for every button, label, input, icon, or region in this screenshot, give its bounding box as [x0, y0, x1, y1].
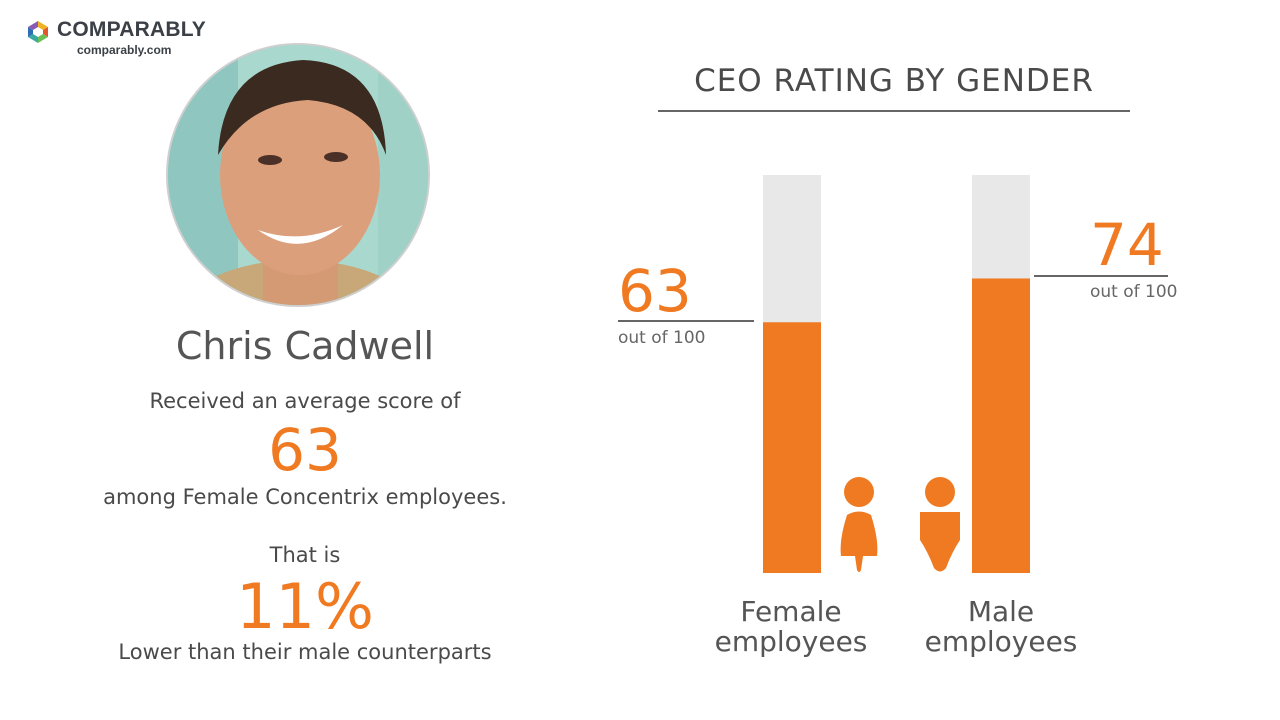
- male-value-label: 74: [1090, 211, 1164, 279]
- female-value-block: 63 out of 100: [618, 262, 758, 348]
- female-category-label: Female employees: [691, 597, 891, 657]
- female-label-line2: employees: [714, 625, 868, 658]
- ceo-name: Chris Cadwell: [175, 324, 435, 368]
- male-category-label: Male employees: [901, 597, 1101, 657]
- female-label-line1: Female: [740, 595, 842, 628]
- female-value-sublabel: out of 100: [618, 328, 706, 348]
- female-bar: [763, 322, 821, 573]
- male-label-line2: employees: [924, 625, 1078, 658]
- logo-url: comparably.com: [77, 43, 172, 57]
- chart-title-rule: [658, 110, 1130, 112]
- chart-title: CEO RATING BY GENDER: [694, 63, 1094, 99]
- difference-percent: 11%: [236, 570, 374, 643]
- comparison-context-text: Lower than their male counterparts: [118, 640, 492, 664]
- score-context-text: among Female Concentrix employees.: [103, 485, 507, 509]
- comparably-logo-icon: [28, 21, 48, 43]
- female-value-label: 63: [618, 257, 692, 325]
- male-bar: [972, 278, 1030, 573]
- male-value-sublabel: out of 100: [1090, 282, 1178, 302]
- score-intro-text: Received an average score of: [149, 389, 461, 413]
- comparison-intro-text: That is: [269, 543, 341, 567]
- female-person-icon: [840, 477, 878, 572]
- female-value-rule: [618, 320, 754, 322]
- male-value-rule: [1034, 275, 1168, 277]
- male-label-line1: Male: [967, 595, 1035, 628]
- male-person-icon: [920, 477, 960, 572]
- ceo-avatar: [166, 43, 430, 307]
- comparably-logo: COMPARABLY comparably.com: [26, 18, 226, 60]
- male-value-block: 74 out of 100: [1090, 216, 1200, 302]
- average-score: 63: [268, 416, 342, 484]
- logo-wordmark: COMPARABLY: [57, 18, 207, 41]
